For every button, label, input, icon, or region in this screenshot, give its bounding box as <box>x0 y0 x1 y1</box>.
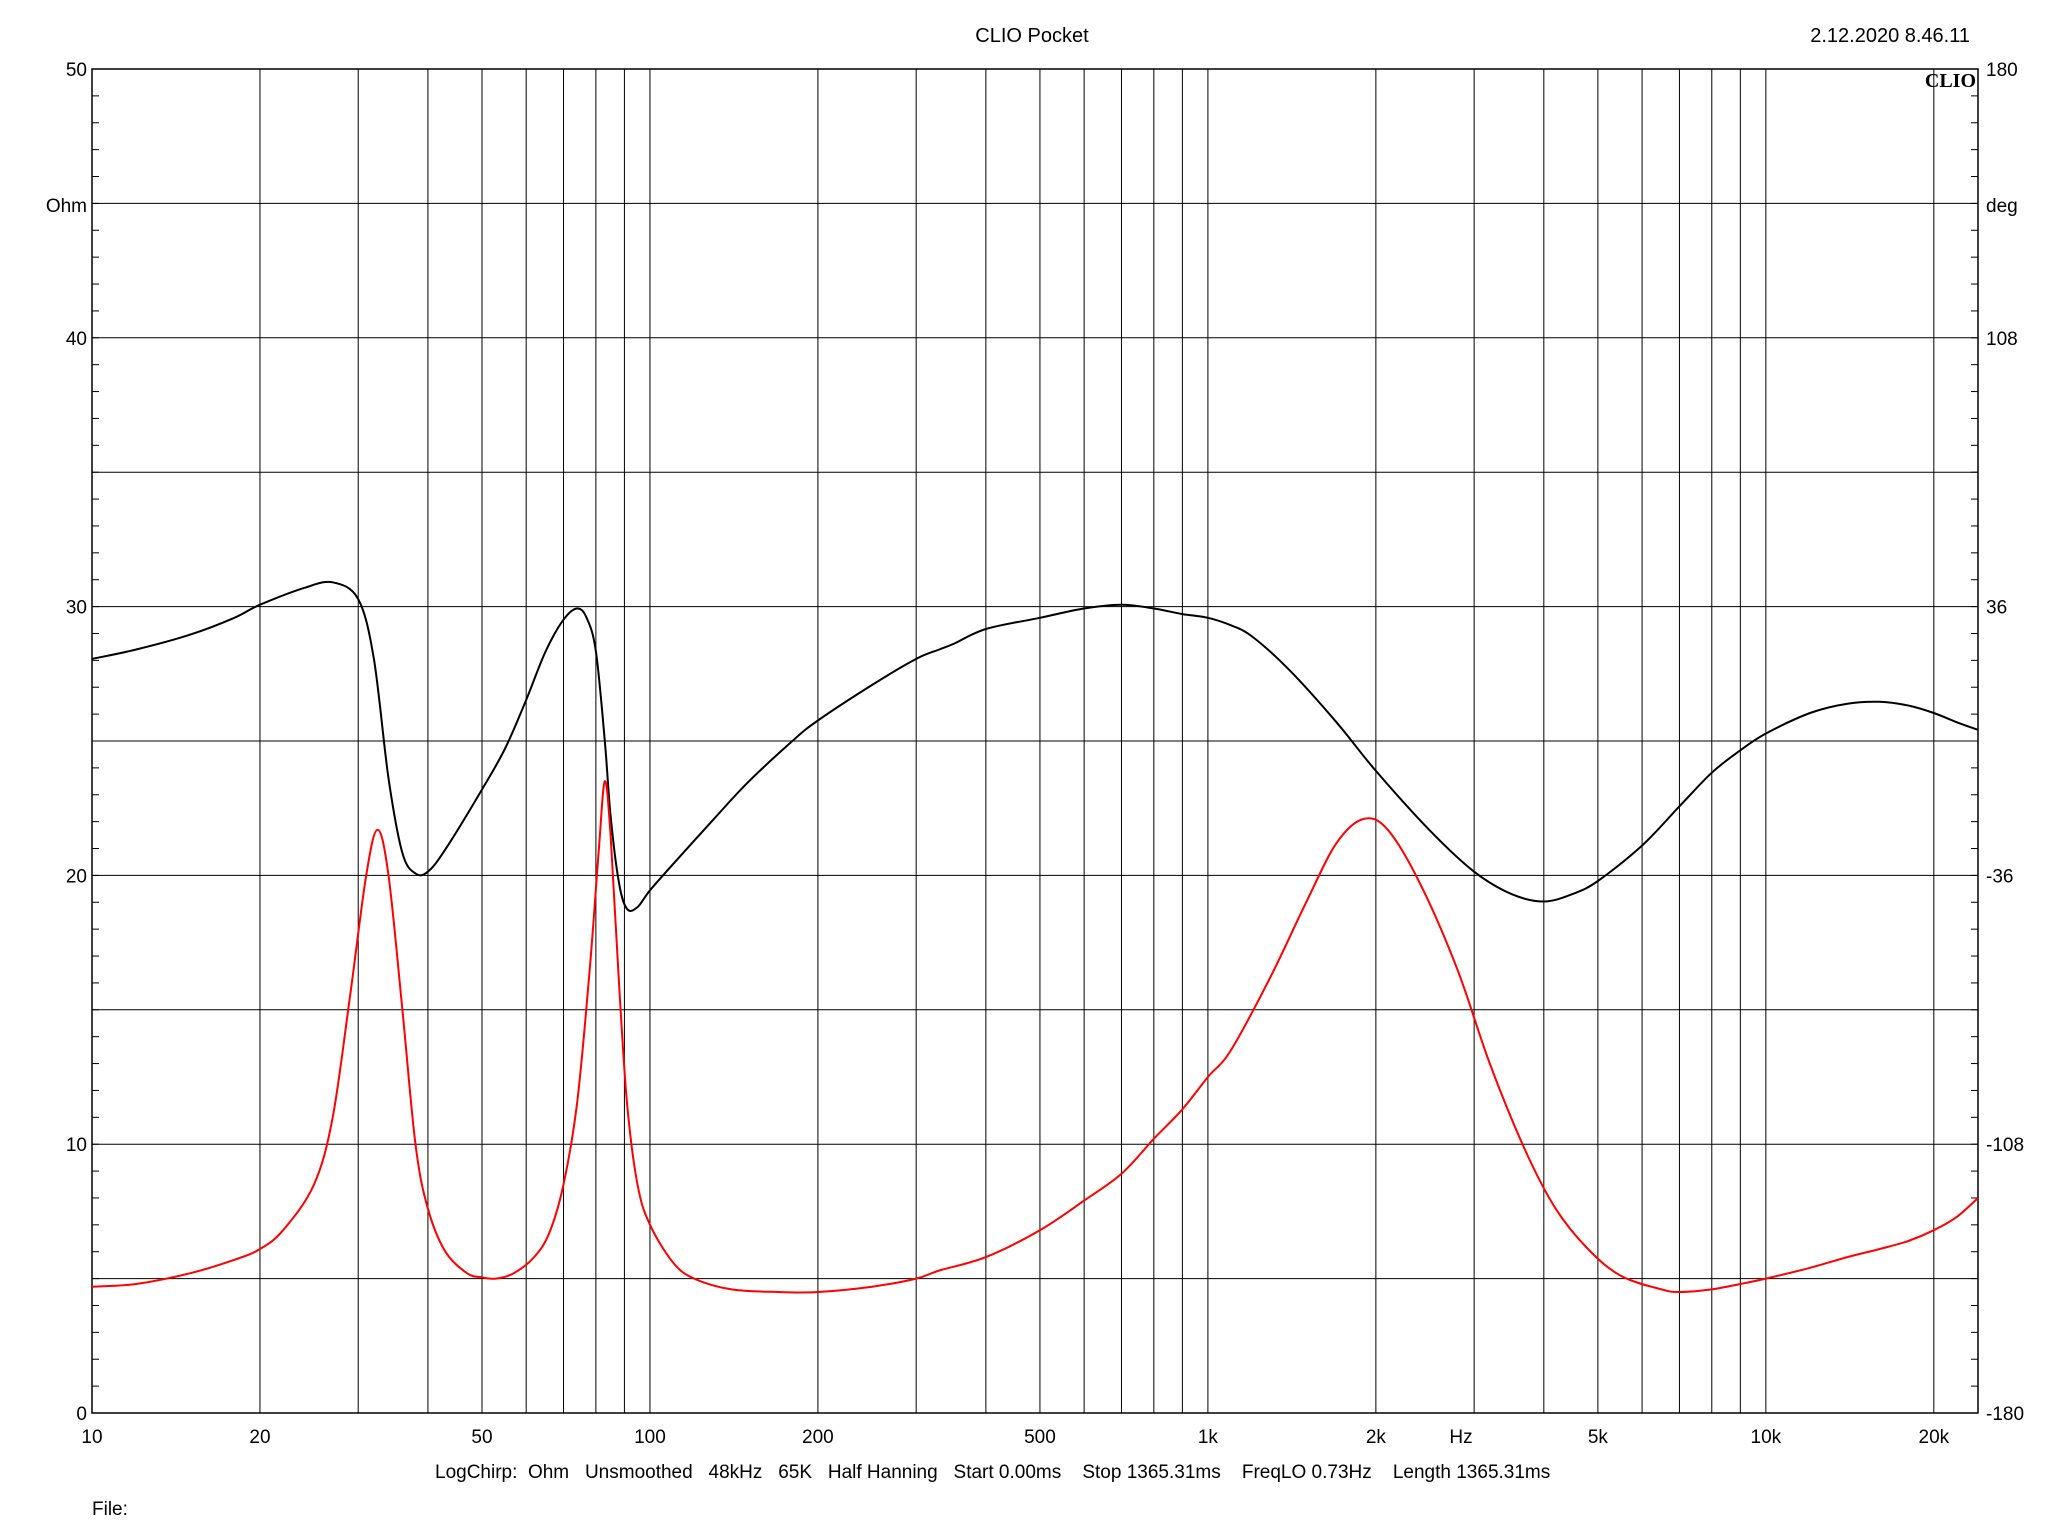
chart-title: CLIO Pocket <box>975 25 1089 47</box>
timestamp: 2.12.2020 8.46.11 <box>1810 25 1970 47</box>
y-right-tick-label: 108 <box>1986 329 2018 350</box>
y-left-tick-label: 40 <box>66 329 87 350</box>
impedance-curve <box>91 780 1979 1294</box>
clio-logo: CLIO <box>1925 70 1976 92</box>
y-right-tick-label: 180 <box>1986 60 2018 81</box>
x-tick-label: 1k <box>1198 1427 1219 1448</box>
x-tick-label: 100 <box>634 1427 666 1448</box>
x-tick-label: 20k <box>1919 1427 1950 1448</box>
x-tick-label: 10 <box>81 1427 102 1448</box>
measurement-settings: LogChirp: Ohm Unsmoothed 48kHz 65K Half … <box>435 1462 1550 1483</box>
x-tick-label: 50 <box>471 1427 492 1448</box>
y-left-tick-label: 20 <box>66 866 87 887</box>
y-left-tick-label: 50 <box>66 60 87 81</box>
x-unit-label: Hz <box>1449 1427 1472 1448</box>
y-left-tick-label: 30 <box>66 598 87 619</box>
file-label: File: <box>92 1499 128 1520</box>
y-right-tick-label: -36 <box>1986 866 2013 887</box>
x-tick-label: 200 <box>802 1427 834 1448</box>
x-tick-label: 20 <box>249 1427 270 1448</box>
left-unit-label: Ohm <box>46 196 87 217</box>
series-group <box>91 580 1979 1294</box>
y-left-tick-label: 0 <box>76 1404 87 1425</box>
axis-ticks <box>92 95 1978 1387</box>
grid <box>92 69 1978 1413</box>
x-tick-label: 2k <box>1366 1427 1387 1448</box>
y-right-tick-label: 36 <box>1986 598 2007 619</box>
y-right-tick-label: -180 <box>1986 1404 2024 1425</box>
x-tick-label: 10k <box>1751 1427 1782 1448</box>
right-unit-label: deg <box>1986 196 2018 217</box>
x-tick-label: 5k <box>1588 1427 1609 1448</box>
y-right-tick-label: -108 <box>1986 1135 2024 1156</box>
y-left-tick-label: 10 <box>66 1135 87 1156</box>
phase-curve <box>91 580 1979 912</box>
x-tick-label: 500 <box>1024 1427 1056 1448</box>
plot-frame <box>91 68 1979 1414</box>
